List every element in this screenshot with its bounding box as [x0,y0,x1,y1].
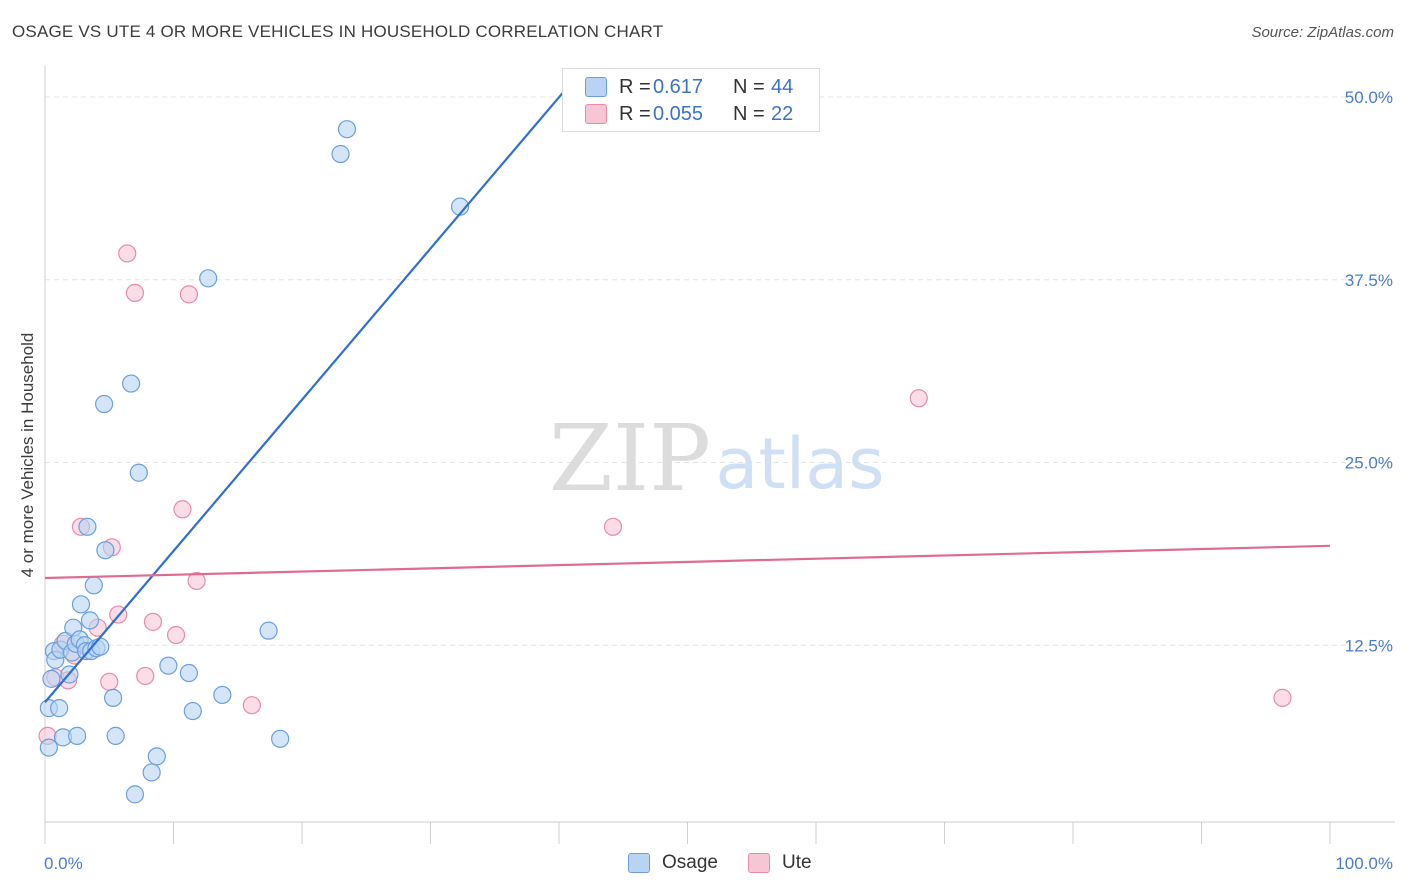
legend-item-osage[interactable]: Osage [628,852,718,874]
osage-point [39,738,58,757]
osage-point [80,611,100,630]
osage-point [142,763,161,782]
ute-point [173,500,192,519]
osage-point [104,688,123,707]
ute-point [242,696,261,715]
r-label: R = [619,102,651,125]
ute-point [136,666,155,686]
n-value: 44 [771,75,794,98]
ute-point [179,285,199,304]
osage-points [39,120,470,804]
osage-point [84,576,103,595]
legend-row-ute: R = 0.055 N = 22 [585,101,793,127]
y-tick-label: 12.5% [1345,636,1393,655]
osage-point [199,269,218,288]
y-tick-label: 37.5% [1345,271,1393,290]
ute-point [166,625,186,645]
x-tick-label: 0.0% [44,854,83,873]
osage-point [71,595,91,614]
ute-point [187,571,206,591]
osage-point [129,463,148,482]
osage-point [106,726,125,745]
osage-point [68,726,87,745]
ute-point [100,672,119,691]
osage-point [147,747,166,766]
r-value: 0.617 [653,75,704,98]
trend-lines [44,88,1331,703]
legend-row-osage: R = 0.617 N = 44 [585,74,793,100]
ute-legend-label: Ute [781,852,812,873]
osage-point [121,374,141,393]
x-tick-label: 100.0% [1335,854,1393,873]
legend-item-ute[interactable]: Ute [747,852,812,874]
osage-point [91,637,110,656]
y-tick-label: 25.0% [1345,454,1393,473]
osage-point [259,621,278,640]
ute-legend-swatch [747,853,770,873]
osage-point [42,669,61,688]
r-label: R = [619,75,651,98]
osage-point [337,120,357,139]
series-legend: Osage Ute [628,852,842,874]
osage-point [159,656,178,675]
osage-point [331,144,350,164]
ute-point [603,517,623,536]
osage-legend-swatch [628,853,650,873]
osage-point [179,663,199,683]
n-label: N = [733,102,765,125]
source-credit: Source: ZipAtlas.com [1251,24,1394,41]
osage-swatch [585,77,607,97]
osage-legend-label: Osage [662,852,718,873]
osage-point [78,517,97,536]
tick-labels: 12.5% 25.0% 37.5% 50.0% 0.0% 100.0% [44,88,1393,873]
chart-title: OSAGE VS UTE 4 OR MORE VEHICLES IN HOUSE… [12,22,664,41]
ute-swatch [585,104,607,124]
axes [44,66,1395,844]
ute-point [1273,688,1292,707]
r-value: 0.055 [653,102,704,125]
ute-point [125,283,145,303]
watermark-atlas: atlas [715,423,884,505]
osage-point [183,701,202,721]
osage-point [213,685,232,705]
osage-point [125,785,145,804]
osage-point [271,729,290,748]
correlation-legend: R = 0.617 N = 44 R = 0.055 N = 22 [562,68,820,132]
osage-point [96,541,115,560]
osage-point [95,394,114,414]
n-label: N = [733,75,765,98]
grid-lines [45,96,1395,646]
ute-point [118,244,137,263]
watermark-zip: ZIP [549,405,711,512]
ute-point [909,389,928,408]
ute-point [143,612,163,631]
osage-point [50,699,69,718]
y-tick-label: 50.0% [1345,88,1393,107]
n-value: 22 [771,102,794,125]
osage-trend-line [44,88,567,703]
ute-trend-line [44,544,1331,580]
